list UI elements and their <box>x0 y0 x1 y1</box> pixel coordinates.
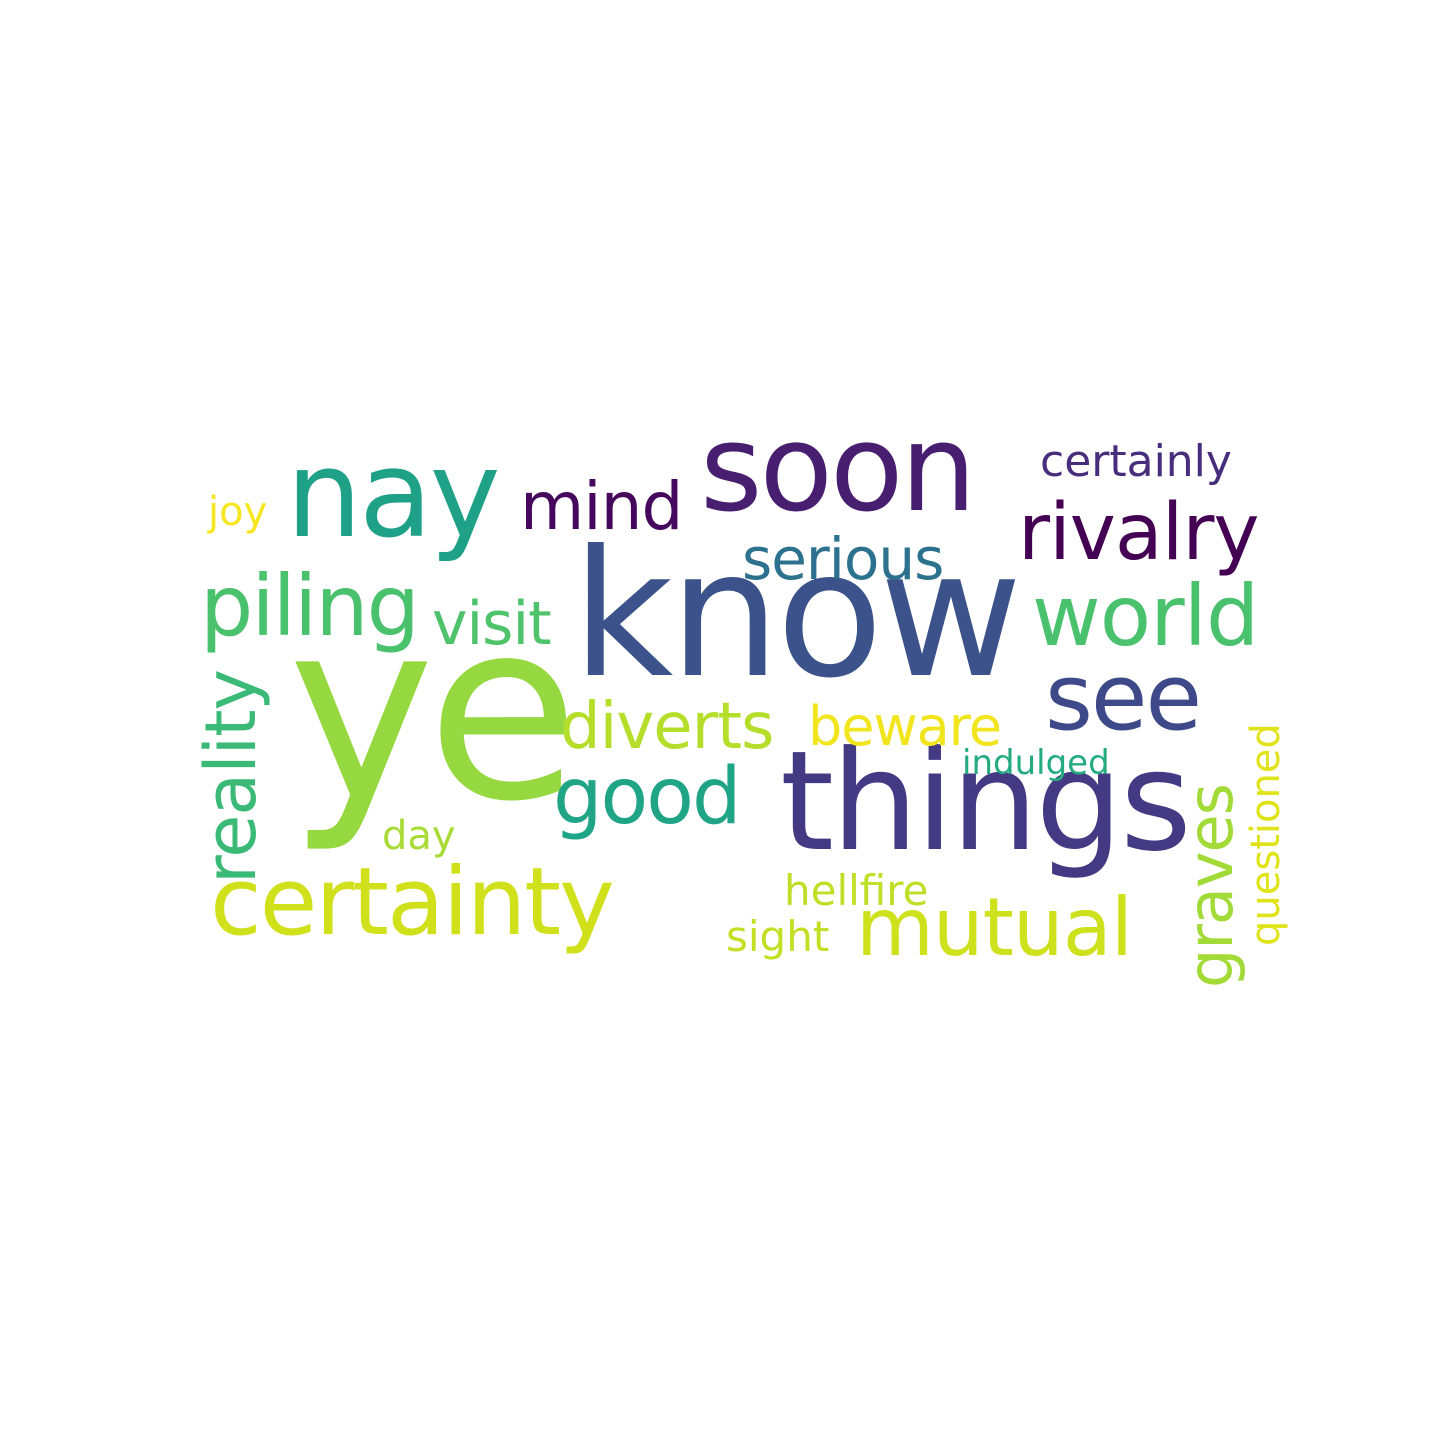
word-mutual: mutual <box>856 881 1133 974</box>
word-ye: ye <box>288 568 579 856</box>
word-see: see <box>1045 644 1202 751</box>
word-certainly: certainly <box>1040 436 1232 487</box>
word-world: world <box>1032 567 1259 665</box>
word-rivalry: rivalry <box>1018 488 1260 578</box>
word-know: know <box>572 514 1022 717</box>
word-sight: sight <box>726 912 830 961</box>
word-piling: piling <box>200 557 420 655</box>
word-hellfire: hellfire <box>784 866 929 915</box>
word-soon: soon <box>700 400 976 539</box>
word-diverts: diverts <box>560 690 774 764</box>
word-indulged: indulged <box>962 743 1110 783</box>
word-joy: joy <box>208 489 268 535</box>
word-beware: beware <box>808 695 1002 758</box>
word-things: things <box>780 721 1192 882</box>
word-certainty: certainty <box>210 848 615 957</box>
word-day: day <box>382 813 456 859</box>
word-mind: mind <box>520 468 683 545</box>
word-graves: graves <box>1174 784 1247 988</box>
word-reality: reality <box>190 670 272 884</box>
word-questioned: questioned <box>1243 723 1289 946</box>
word-serious: serious <box>742 525 944 593</box>
word-good: good <box>553 752 741 842</box>
word-nay: nay <box>286 426 501 565</box>
word-visit: visit <box>432 589 552 659</box>
